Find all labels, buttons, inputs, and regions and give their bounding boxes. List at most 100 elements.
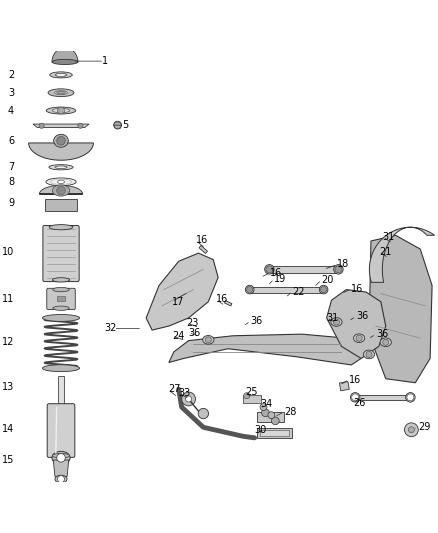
Bar xyxy=(268,266,336,273)
Text: 32: 32 xyxy=(105,324,117,334)
Text: 33: 33 xyxy=(179,389,191,398)
Polygon shape xyxy=(53,460,69,477)
Text: 31: 31 xyxy=(327,313,339,323)
Text: 25: 25 xyxy=(245,387,257,398)
Text: 26: 26 xyxy=(353,398,366,408)
Text: 36: 36 xyxy=(189,328,201,337)
Text: 28: 28 xyxy=(284,407,297,417)
Text: 27: 27 xyxy=(168,384,180,394)
Circle shape xyxy=(260,403,267,410)
Circle shape xyxy=(39,123,44,128)
Text: 6: 6 xyxy=(8,136,14,147)
Ellipse shape xyxy=(353,334,365,343)
Ellipse shape xyxy=(46,178,76,185)
Circle shape xyxy=(321,287,327,293)
Polygon shape xyxy=(146,253,218,330)
Circle shape xyxy=(272,417,279,425)
Ellipse shape xyxy=(42,365,80,372)
Text: 11: 11 xyxy=(2,294,14,304)
Circle shape xyxy=(268,411,275,418)
Ellipse shape xyxy=(53,287,69,292)
Text: 22: 22 xyxy=(292,287,304,297)
Circle shape xyxy=(205,337,211,343)
Ellipse shape xyxy=(364,350,374,359)
Circle shape xyxy=(407,394,414,401)
Ellipse shape xyxy=(48,89,74,96)
Bar xyxy=(57,296,65,302)
Text: 2: 2 xyxy=(8,70,14,80)
Text: 13: 13 xyxy=(2,382,14,392)
Ellipse shape xyxy=(52,59,78,64)
Text: 16: 16 xyxy=(195,235,208,245)
Text: 36: 36 xyxy=(251,316,263,326)
Ellipse shape xyxy=(55,475,67,483)
Text: 18: 18 xyxy=(337,260,350,270)
FancyBboxPatch shape xyxy=(47,288,75,310)
Bar xyxy=(199,246,208,254)
Circle shape xyxy=(57,136,65,145)
Ellipse shape xyxy=(406,393,415,402)
Circle shape xyxy=(404,423,418,437)
FancyBboxPatch shape xyxy=(47,403,75,457)
Circle shape xyxy=(266,266,273,273)
Polygon shape xyxy=(39,185,83,194)
Ellipse shape xyxy=(54,134,68,147)
Ellipse shape xyxy=(52,451,70,464)
Polygon shape xyxy=(28,143,93,160)
Text: 31: 31 xyxy=(383,232,395,242)
Text: 36: 36 xyxy=(356,311,368,321)
Bar xyxy=(257,412,284,422)
Text: 19: 19 xyxy=(274,274,286,284)
Text: 5: 5 xyxy=(123,120,129,130)
Ellipse shape xyxy=(334,264,343,274)
Text: 4: 4 xyxy=(8,106,14,116)
Text: 16: 16 xyxy=(216,294,229,304)
Text: 34: 34 xyxy=(261,399,273,409)
Text: 10: 10 xyxy=(2,246,14,256)
Text: 14: 14 xyxy=(2,424,14,434)
Ellipse shape xyxy=(55,74,67,76)
Circle shape xyxy=(333,319,339,325)
Ellipse shape xyxy=(53,108,70,112)
Circle shape xyxy=(57,186,65,195)
Polygon shape xyxy=(169,334,366,365)
Circle shape xyxy=(57,475,64,482)
Circle shape xyxy=(57,107,64,114)
Bar xyxy=(58,376,64,405)
Text: 16: 16 xyxy=(349,375,361,384)
Ellipse shape xyxy=(265,264,274,274)
Text: 17: 17 xyxy=(172,297,184,307)
Text: 1: 1 xyxy=(102,56,108,66)
Circle shape xyxy=(182,392,195,406)
Bar xyxy=(249,287,323,293)
Ellipse shape xyxy=(55,166,67,168)
Ellipse shape xyxy=(53,278,70,282)
Text: 12: 12 xyxy=(2,337,14,348)
Ellipse shape xyxy=(53,185,70,196)
Ellipse shape xyxy=(53,306,69,310)
Text: 29: 29 xyxy=(418,422,431,432)
Circle shape xyxy=(261,409,269,417)
Text: 9: 9 xyxy=(8,198,14,208)
Circle shape xyxy=(114,121,121,129)
Text: 30: 30 xyxy=(254,425,267,435)
Bar xyxy=(339,382,349,391)
Text: 20: 20 xyxy=(321,275,334,285)
Text: 7: 7 xyxy=(8,162,14,172)
Polygon shape xyxy=(369,227,434,282)
Bar xyxy=(243,394,261,403)
FancyBboxPatch shape xyxy=(43,225,79,281)
Bar xyxy=(354,395,411,400)
Circle shape xyxy=(335,266,342,273)
Text: 24: 24 xyxy=(172,331,184,341)
Bar xyxy=(260,430,289,436)
Ellipse shape xyxy=(55,91,67,95)
Bar xyxy=(225,301,232,306)
Ellipse shape xyxy=(49,224,73,230)
Ellipse shape xyxy=(53,454,70,458)
Ellipse shape xyxy=(350,393,360,402)
Polygon shape xyxy=(33,124,89,127)
Text: 21: 21 xyxy=(379,246,391,256)
Ellipse shape xyxy=(50,72,72,78)
Ellipse shape xyxy=(245,285,254,294)
